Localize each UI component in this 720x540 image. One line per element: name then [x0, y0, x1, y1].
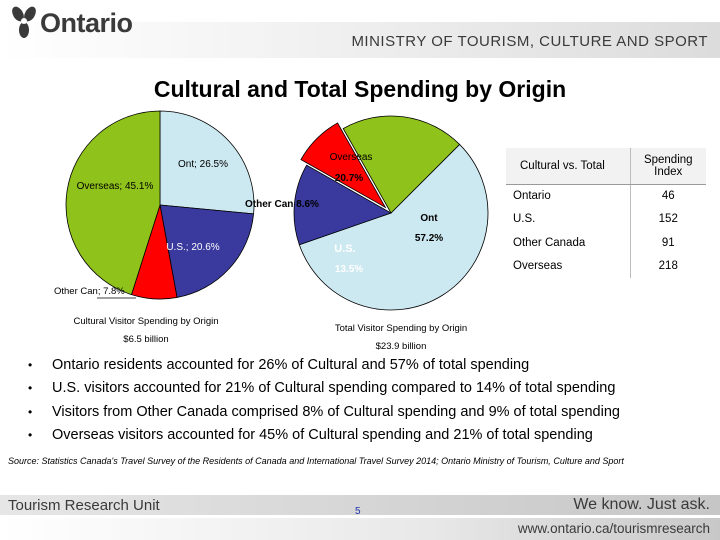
pie-slice-ont: [298, 143, 489, 311]
bullet-icon: •: [28, 381, 33, 396]
total-pie-labels: Overseas 20.7% Ont 57.2% U.S. 13.5% Othe…: [245, 152, 467, 350]
list-item: • Overseas visitors accounted for 45% of …: [28, 424, 708, 448]
list-item: • Ontario residents accounted for 26% of …: [28, 353, 708, 377]
cultural-label-ont: Ont; 26.5%: [178, 159, 228, 170]
cultural-chart-total: $6.5 billion: [123, 334, 168, 345]
pie-slice-u-s-: [293, 164, 392, 246]
total-chart-total: $23.9 billion: [376, 341, 427, 350]
cultural-chart-title: Cultural Visitor Spending by Origin: [73, 316, 218, 327]
ministry-name: MINISTRY OF TOURISM, CULTURE AND SPORT: [351, 33, 708, 50]
total-label-us-value: 13.5%: [335, 264, 363, 275]
cultural-label-us: U.S.; 20.6%: [166, 242, 219, 253]
table-cell-origin: Ontario: [513, 190, 551, 202]
footer-bar: [0, 495, 720, 515]
table-row: Other Canada 91: [506, 231, 706, 255]
table-cell-index: 218: [629, 254, 706, 278]
bullet-text: Visitors from Other Canada comprised 8% …: [52, 403, 620, 420]
cultural-label-other-can: Other Can; 7.8%: [54, 286, 125, 297]
bullet-text: Ontario residents accounted for 26% of C…: [52, 356, 530, 373]
cultural-label-overseas: Overseas; 45.1%: [77, 181, 154, 192]
total-chart-title: Total Visitor Spending by Origin: [335, 323, 467, 334]
pie-slice-ont: [159, 110, 255, 215]
header: Ontario MINISTRY OF TOURISM, CULTURE AND…: [0, 0, 720, 58]
bullet-icon: •: [28, 428, 33, 443]
cultural-pie-labels: Ont; 26.5% Overseas; 45.1% U.S.; 20.6% O…: [54, 159, 228, 345]
list-item: • U.S. visitors accounted for 21% of Cult…: [28, 377, 708, 401]
table-cell-index: 152: [629, 207, 706, 231]
footer-tagline: We know. Just ask.: [573, 496, 710, 513]
pie-slice-overseas: [65, 110, 161, 296]
total-label-us-name: U.S.: [334, 243, 355, 255]
table-row: Ontario 46: [506, 184, 706, 208]
footer-unit-name: Tourism Research Unit: [8, 497, 160, 514]
total-label-ont-name: Ont: [420, 213, 438, 224]
key-findings-list: • Ontario residents accounted for 26% of …: [28, 353, 708, 447]
pie-slice-other-can: [300, 122, 387, 209]
table-header-row: Cultural vs. Total Spending Index: [506, 148, 706, 185]
total-pie: [293, 115, 489, 311]
pie-slice-u-s-: [159, 204, 255, 298]
total-label-ont-value: 57.2%: [415, 233, 443, 244]
total-label-overseas-name: Overseas: [330, 152, 373, 163]
spending-index-table: Cultural vs. Total Spending Index Ontari…: [506, 148, 706, 278]
table-header-cultural-vs-total: Cultural vs. Total: [506, 148, 630, 185]
table-cell-origin: Overseas: [513, 260, 563, 273]
page-number: 5: [355, 506, 361, 517]
pie-slice-overseas: [342, 115, 461, 214]
bullet-text: U.S. visitors accounted for 21% of Cultu…: [52, 380, 616, 397]
total-label-other-can-text: Other Can 8.6%: [245, 199, 319, 210]
source-note: Source: Statistics Canada's Travel Surve…: [8, 456, 624, 466]
bullet-icon: •: [28, 404, 33, 419]
footer-url: www.ontario.ca/tourismresearch: [517, 521, 710, 536]
cultural-pie: [65, 110, 255, 300]
total-label-other-can: Other Can 8.6%: [245, 199, 319, 210]
bullet-icon: •: [28, 357, 33, 372]
footer-url-band: [0, 518, 720, 540]
list-item: • Visitors from Other Canada comprised 8%…: [28, 400, 708, 424]
table-row: Overseas 218: [506, 254, 706, 278]
header-band: [0, 22, 720, 58]
total-label-overseas-value: 20.7%: [335, 173, 363, 184]
table-header-spending-index: Spending Index: [629, 148, 706, 185]
table-cell-origin: U.S.: [513, 213, 536, 226]
logo-wordmark: Ontario: [40, 8, 133, 38]
table-cell-index: 91: [629, 231, 706, 255]
trillium-logo-icon: [12, 6, 36, 38]
table-row: U.S. 152: [506, 207, 706, 231]
slide-title: Cultural and Total Spending by Origin: [153, 76, 567, 102]
table-cell-origin: Other Canada: [513, 236, 586, 249]
pie-charts: Ont; 26.5% Overseas; 45.1% U.S.; 20.6% O…: [54, 110, 489, 350]
bullet-text: Overseas visitors accounted for 45% of C…: [52, 427, 593, 444]
table-cell-index: 46: [629, 184, 706, 208]
